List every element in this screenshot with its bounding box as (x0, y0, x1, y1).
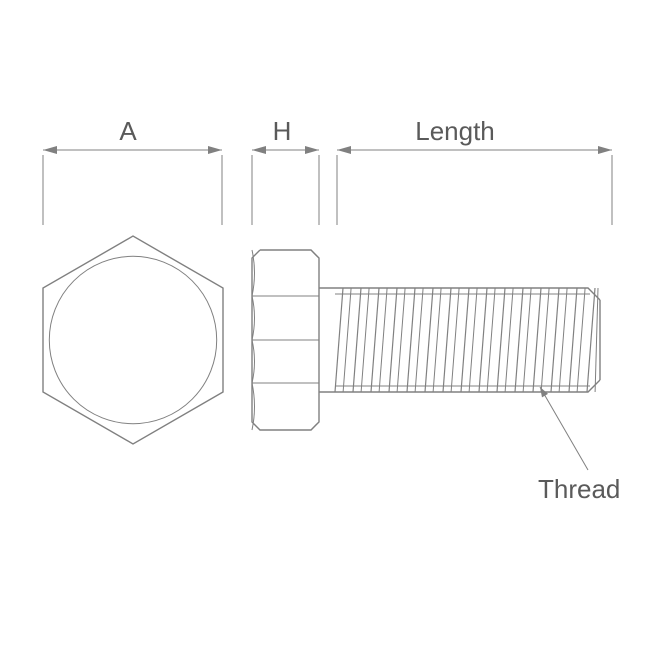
hex-bolt-drawing: A H Length Thread (0, 0, 670, 670)
thread-label: Thread (538, 474, 620, 504)
hex-head-front (43, 236, 223, 444)
threaded-shaft (319, 288, 600, 392)
dim-label-H: H (273, 116, 292, 146)
dim-Length (337, 150, 612, 225)
dim-H (252, 150, 319, 225)
thread-callout (540, 387, 588, 470)
dim-label-Length: Length (415, 116, 495, 146)
dim-A (43, 150, 222, 225)
dim-label-A: A (119, 116, 137, 146)
hex-head-side (252, 250, 319, 430)
